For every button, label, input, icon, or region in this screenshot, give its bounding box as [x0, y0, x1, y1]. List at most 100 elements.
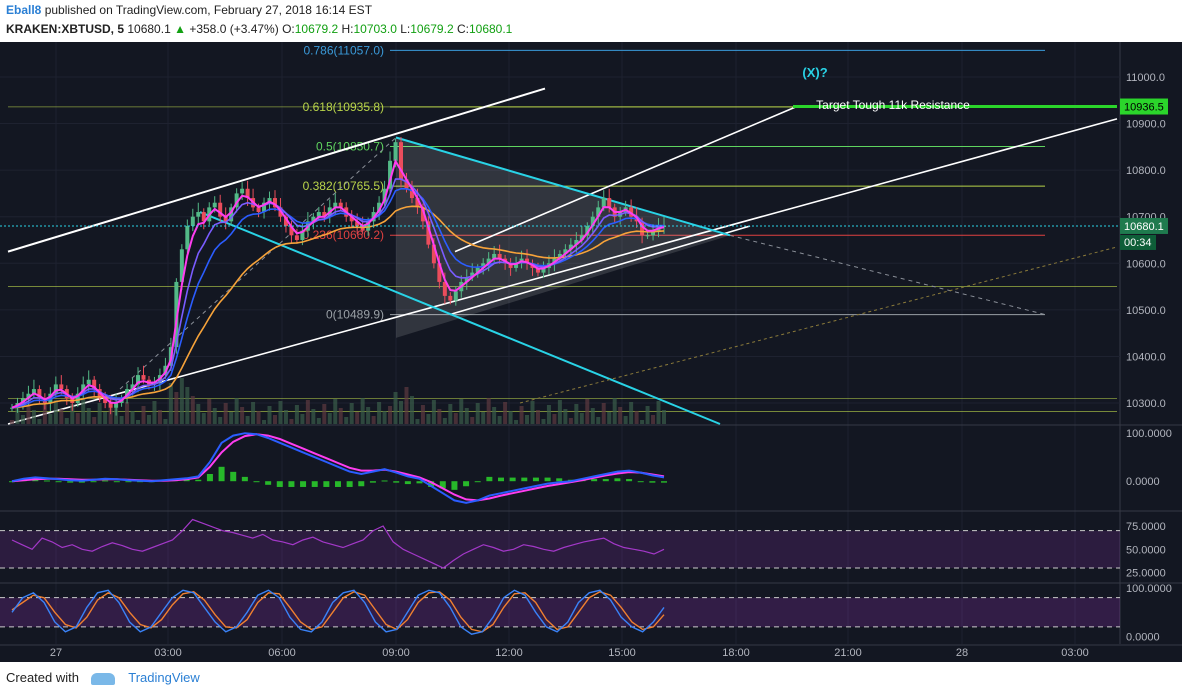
macd-histogram-bar	[276, 481, 283, 487]
candle-body	[355, 221, 360, 227]
volume-bar	[464, 408, 469, 424]
volume-bar	[426, 414, 431, 424]
time-tick-label: 03:00	[154, 647, 182, 659]
volume-bar	[607, 412, 612, 424]
stoch-pane[interactable]: 100.0000 0.0000	[0, 583, 1172, 644]
volume-bar	[190, 396, 195, 424]
inner-channel-line	[449, 225, 751, 316]
volume-bar	[125, 402, 130, 424]
macd-histogram-bar	[544, 477, 551, 482]
volume-bar	[316, 418, 321, 424]
candle-body	[640, 221, 645, 236]
volume-bar	[585, 399, 590, 424]
chart-area[interactable]: 11000.0 10900.0 10800.0 10700.0 10600.0 10500…	[0, 42, 1182, 662]
volume-bar	[130, 411, 135, 424]
volume-bar	[481, 412, 486, 424]
rsi-tick-label: 50.0000	[1126, 544, 1166, 556]
volume-bar	[541, 419, 546, 424]
volume-bar	[294, 405, 299, 424]
volume-bar	[568, 418, 573, 424]
volume-bar	[31, 410, 36, 424]
volume-bar	[10, 420, 14, 424]
macd-histogram-bar	[439, 481, 446, 489]
ohlc-legend: KRAKEN:XBTUSD, 5 10680.1 ▲ +358.0 (+3.47…	[6, 22, 512, 36]
macd-histogram-bar	[9, 481, 15, 483]
ema-magenta-line	[11, 158, 665, 409]
chart-svg[interactable]: 11000.010900.010800.010700.010600.010500…	[0, 42, 1182, 662]
volume-bar	[535, 410, 540, 424]
upper-channel-line	[7, 87, 546, 253]
candle-body	[141, 375, 146, 380]
volume-bar	[48, 414, 53, 424]
candle-body	[212, 202, 217, 208]
candle-body	[601, 198, 606, 208]
macd-histogram-bar	[661, 481, 667, 483]
volume-bar	[201, 413, 206, 424]
candle-body	[541, 267, 546, 273]
candle-body	[190, 216, 195, 227]
author-name[interactable]: Eball8	[6, 3, 42, 17]
volume-bar	[81, 399, 86, 424]
volume-bar	[179, 378, 184, 424]
volume-bar	[514, 420, 519, 424]
candle-body	[431, 244, 436, 264]
macd-histogram-bar	[463, 481, 470, 487]
publish-info: Eball8 published on TradingView.com, Feb…	[6, 3, 372, 17]
time-tick-label: 21:00	[834, 647, 862, 659]
stoch-k-line	[11, 589, 665, 635]
time-tick-label: 18:00	[722, 647, 750, 659]
volume-bar	[415, 419, 420, 424]
macd-histogram-bar	[404, 481, 411, 485]
macd-histogram-bar	[125, 481, 132, 483]
candle-body	[574, 239, 579, 245]
macd-histogram-bar	[532, 477, 539, 482]
volume-bar	[563, 409, 568, 424]
volume-bar	[629, 402, 634, 424]
macd-pane[interactable]: 100.0000 0.0000	[9, 428, 1172, 504]
volume-bar	[37, 419, 42, 424]
candle-body	[53, 384, 58, 394]
candle-body	[420, 207, 425, 222]
rsi-tick-label: 75.0000	[1126, 521, 1166, 533]
candle-body	[437, 263, 442, 282]
stoch-tick-label: 0.0000	[1126, 632, 1160, 644]
macd-histogram-bar	[637, 481, 644, 483]
volume-bar	[525, 415, 530, 424]
candle-body	[568, 244, 573, 250]
time-axis[interactable]: 27 03:00 06:00 09:00 12:00 15:00 18:00 21:00 28 0…	[50, 647, 1089, 659]
volume-bar	[546, 405, 551, 424]
candle-body	[114, 403, 119, 408]
volume-bar	[26, 401, 31, 424]
macd-histogram-bar	[626, 479, 633, 482]
candle-body	[223, 216, 228, 222]
macd-histogram-bar	[183, 479, 190, 482]
tradingview-link[interactable]: TradingView	[128, 670, 200, 685]
macd-histogram-bar	[253, 481, 260, 483]
main-price-pane[interactable]: 11000.010900.010800.010700.010600.010500…	[0, 43, 1168, 425]
candle-body	[234, 193, 239, 208]
volume-bar	[141, 406, 146, 424]
candle-body	[256, 207, 261, 213]
last-price: 10680.1	[127, 22, 171, 36]
time-tick-label: 12:00	[495, 647, 523, 659]
macd-histogram-bar	[78, 481, 85, 483]
candle-body	[218, 202, 223, 217]
volume-bar	[475, 403, 480, 424]
candle-body	[31, 389, 36, 394]
volume-bar	[634, 411, 639, 424]
volume-bar	[371, 416, 376, 424]
volume-bar	[552, 414, 557, 424]
volume-bar	[311, 409, 316, 424]
volume-bar	[196, 404, 201, 424]
annotation-x: (X)?	[802, 65, 827, 80]
volume-bar	[612, 398, 617, 424]
volume-bar	[75, 413, 80, 424]
candle-body	[409, 188, 414, 199]
volume-bar	[64, 418, 69, 424]
macd-histogram-bar	[43, 480, 50, 482]
macd-histogram-bar	[509, 477, 516, 482]
candle-body	[481, 263, 486, 268]
rsi-pane[interactable]: 75.0000 50.0000 25.0000	[0, 518, 1166, 580]
cyan-upper-trendline	[395, 136, 731, 237]
volume-bar	[557, 400, 562, 424]
